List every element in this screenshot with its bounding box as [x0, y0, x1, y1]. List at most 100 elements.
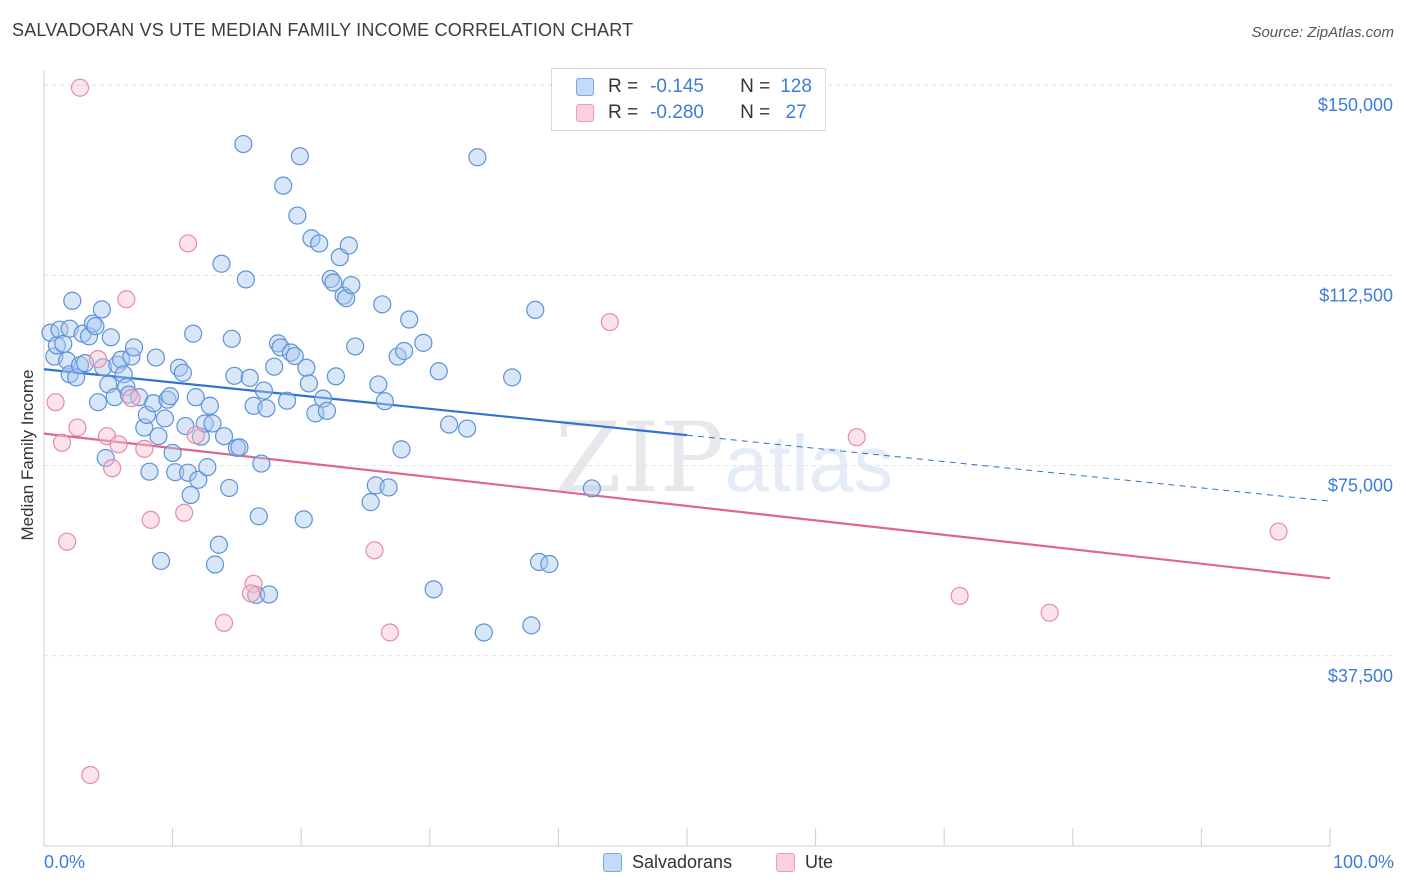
salvadorans-point	[47, 336, 66, 355]
salvadorans-point	[140, 462, 159, 481]
salvadorans-point	[439, 415, 459, 434]
salvadorans-point	[582, 479, 601, 498]
y-tick-label: $150,000	[1318, 95, 1393, 115]
trend-lines	[43, 368, 1331, 580]
series-legend: Salvadorans Ute	[0, 852, 1406, 878]
salvadorans-point	[265, 357, 284, 376]
legend-swatch-pink	[576, 104, 594, 122]
salvadorans-point	[203, 414, 222, 433]
salvadorans-point	[234, 134, 253, 154]
salvadorans-point	[205, 555, 225, 574]
salvadorans-point	[361, 493, 380, 512]
salvadorans-point	[54, 334, 73, 353]
salvadorans-point	[222, 329, 241, 348]
ute-point	[46, 393, 65, 412]
salvadorans-point	[339, 236, 358, 255]
salvadorans-point	[184, 324, 203, 343]
salvadorans-point	[259, 585, 279, 604]
salvadorans-swatch	[603, 853, 622, 872]
salvadorans-point	[149, 427, 168, 446]
ute-point	[109, 435, 128, 454]
legend-item-salvadorans[interactable]: Salvadorans	[603, 852, 732, 873]
salvadorans-point	[299, 374, 319, 393]
salvadorans-point	[373, 295, 392, 314]
salvadorans-point	[271, 338, 290, 357]
ute-trend-line	[43, 432, 1331, 580]
salvadorans-point	[173, 363, 192, 382]
salvadorans-point	[285, 346, 304, 366]
salvadorans-point	[63, 291, 82, 310]
salvadorans-point	[394, 341, 414, 361]
salvadorans-point	[288, 206, 307, 225]
y-tick-label: $112,500	[1319, 285, 1393, 305]
y-axis-label: Median Family Income	[18, 369, 37, 541]
salvadorans-point	[346, 337, 365, 356]
legend-n-value: 128	[780, 76, 812, 97]
salvadorans-point	[400, 310, 419, 329]
legend-label-ute: Ute	[805, 852, 834, 872]
salvadorans-point	[240, 368, 259, 387]
salvadorans-point	[274, 176, 293, 195]
salvadorans-point	[326, 367, 346, 386]
ute-point	[175, 503, 194, 522]
ute-point	[178, 234, 198, 253]
salvadorans-point	[236, 270, 256, 289]
salvadorans-point	[225, 366, 244, 385]
salvadorans-point	[209, 535, 228, 554]
salvadorans-point	[178, 463, 198, 482]
legend-n-label: N =	[740, 102, 771, 123]
salvadorans-point	[166, 463, 185, 482]
x-tick-label-min: 0.0%	[44, 852, 86, 872]
data-points	[41, 78, 1288, 785]
salvadorans-point	[198, 458, 217, 477]
x-tick-label-max: 100.0%	[1332, 852, 1394, 872]
ute-swatch	[776, 853, 795, 872]
ute-point	[117, 290, 136, 309]
salvadorans-point	[96, 448, 115, 468]
ute-point	[600, 312, 619, 332]
legend-r-label: R =	[608, 102, 639, 123]
y-tick-labels: $37,500 $75,000 $112,500 $150,000	[1318, 95, 1393, 686]
source-label: Source: ZipAtlas.com	[1251, 24, 1394, 41]
salvadorans-point	[176, 416, 195, 436]
salvadorans-point	[220, 478, 239, 498]
salvadorans-point	[92, 300, 111, 319]
y-tick-label: $75,000	[1328, 476, 1393, 496]
legend-item-ute[interactable]: Ute	[776, 852, 833, 873]
stats-legend: R = -0.145 N = 128 R = -0.280 N = 27	[551, 68, 826, 131]
salvadorans-point	[160, 387, 180, 406]
salvadorans-point	[342, 275, 361, 295]
salvadorans-point	[254, 381, 274, 400]
legend-n-label: N =	[740, 76, 771, 97]
salvadorans-point	[306, 404, 325, 423]
ute-point	[68, 418, 87, 437]
ute-point	[847, 428, 866, 447]
ute-point	[70, 78, 90, 97]
ute-point	[380, 623, 400, 642]
salvadorans-point	[324, 273, 343, 292]
salvadorans-point	[214, 427, 234, 446]
ute-point	[103, 459, 122, 478]
salvadorans-point	[86, 317, 105, 336]
axes	[43, 70, 1331, 847]
salvadorans-point	[88, 393, 108, 412]
salvadorans-point	[101, 328, 120, 347]
salvadorans-point	[146, 348, 165, 367]
salvadorans-point	[392, 440, 411, 459]
salvadorans-point	[540, 554, 559, 574]
ute-point	[186, 426, 205, 445]
ute-point	[241, 584, 261, 603]
salvadorans-point	[144, 394, 163, 413]
salvadorans-point	[310, 234, 329, 253]
salvadorans-point	[468, 148, 487, 167]
salvadorans-point	[155, 409, 174, 428]
salvadorans-point	[252, 454, 271, 473]
legend-label-salvadorans: Salvadorans	[632, 852, 733, 872]
y-tick-label: $37,500	[1328, 666, 1393, 686]
salvadorans-point	[181, 485, 200, 505]
salvadorans-point	[474, 623, 493, 642]
salvadorans-point	[212, 254, 231, 273]
salvadorans-point	[83, 314, 102, 333]
legend-r-label: R =	[608, 76, 639, 97]
